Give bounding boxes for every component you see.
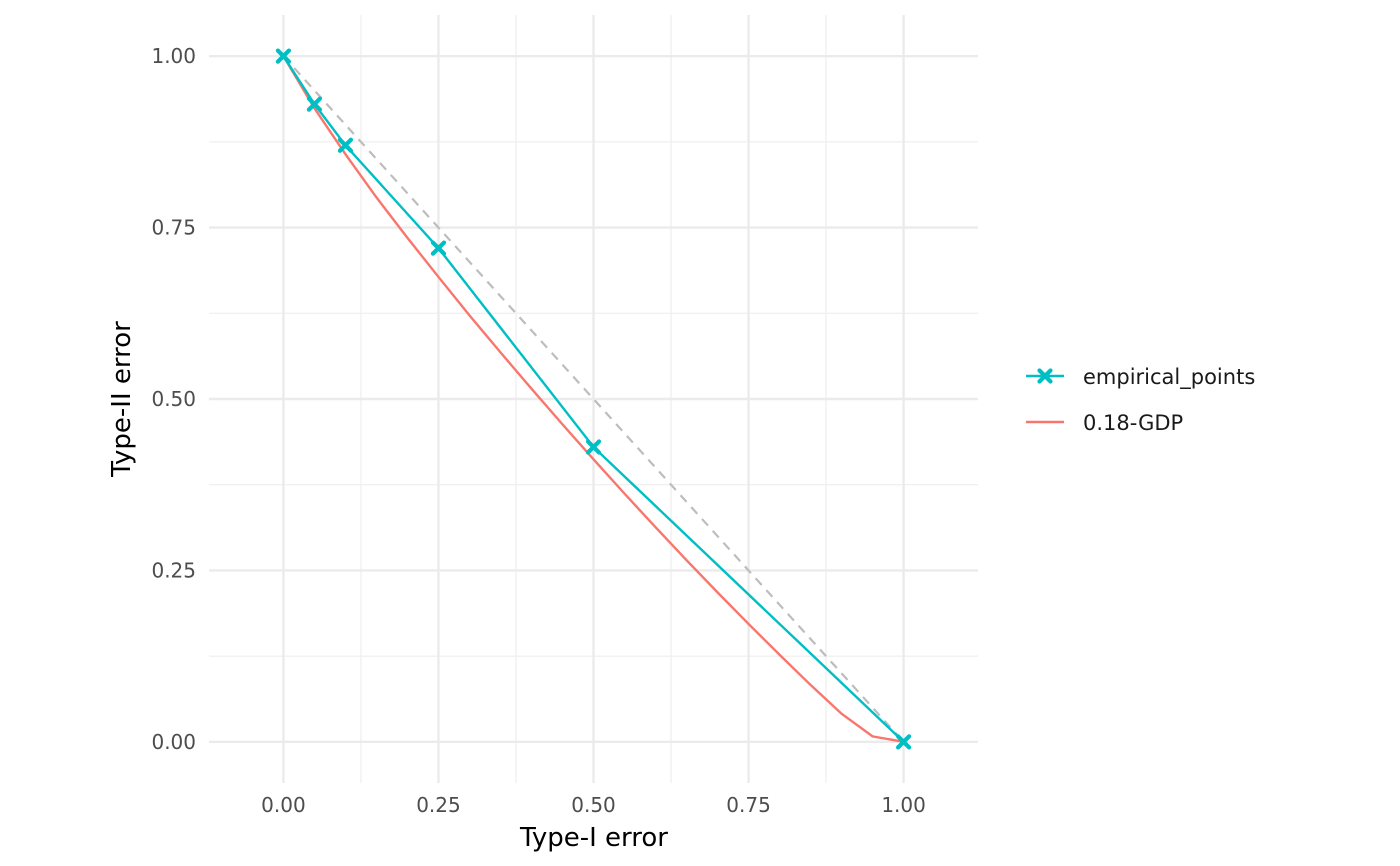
marker-stroke [275, 48, 292, 64]
data-point-marker [337, 137, 354, 153]
legend: empirical_points 0.18-GDP [1026, 365, 1255, 435]
x-tick-label: 1.00 [881, 793, 926, 817]
reference-diagonal [282, 55, 905, 743]
y-tick-label: 0.50 [151, 387, 196, 411]
y-tick-label: 0.00 [151, 730, 196, 754]
reference-layer [282, 55, 905, 743]
data-point-marker [585, 439, 602, 455]
data-point-marker [430, 240, 447, 256]
data-point-marker [275, 48, 292, 64]
x-axis-title: Type-I error [519, 823, 668, 853]
y-tick-label: 0.75 [151, 216, 196, 240]
data-point-marker [895, 734, 912, 750]
marker-stroke [895, 734, 912, 750]
x-tick-label: 0.50 [571, 793, 616, 817]
legend-label: 0.18-GDP [1083, 411, 1183, 435]
legend-key-marker [1037, 368, 1053, 384]
marker-stroke [337, 137, 354, 153]
grid [209, 15, 978, 783]
x-tick-label: 0.00 [261, 793, 306, 817]
series-line-empirical-points [282, 55, 905, 743]
y-axis-title: Type-II error [107, 321, 137, 478]
legend-label: empirical_points [1083, 365, 1255, 390]
legend-item-0-18-gdp: 0.18-GDP [1026, 411, 1183, 435]
data-point-marker [306, 96, 323, 112]
y-tick-label: 1.00 [151, 44, 196, 68]
series-layer [275, 48, 912, 750]
x-tick-label: 0.25 [416, 793, 461, 817]
y-tick-label: 0.25 [151, 558, 196, 582]
series-line-0-18-gdp [282, 55, 904, 744]
marker-stroke [585, 439, 602, 455]
x-tick-label: 0.75 [726, 793, 771, 817]
tick-labels: 0.00 0.25 0.50 0.75 1.00 0.00 0.25 0.50 0.75 1.00 [151, 44, 925, 817]
marker-stroke [306, 96, 323, 112]
marker-stroke [430, 240, 447, 256]
legend-item-empirical-points: empirical_points [1026, 365, 1255, 390]
